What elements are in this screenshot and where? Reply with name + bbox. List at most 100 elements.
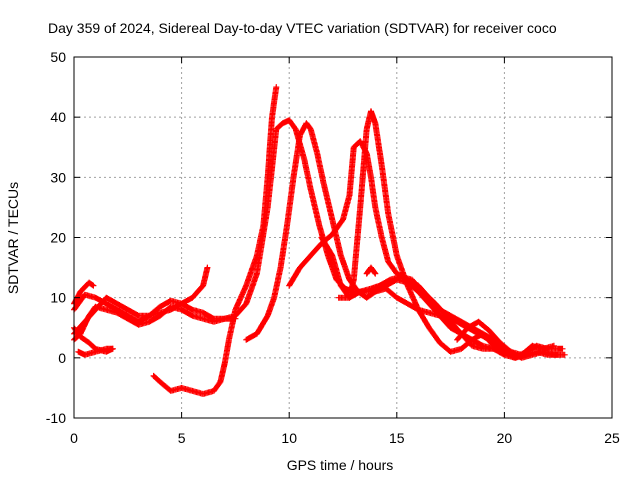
data-point [245, 302, 247, 305]
data-point [159, 314, 161, 317]
data-point [348, 194, 351, 197]
data-point [152, 375, 155, 377]
data-point [206, 266, 209, 269]
data-point [396, 254, 398, 257]
data-point [83, 354, 86, 356]
data-point [127, 308, 129, 311]
y-tick-label: 40 [50, 109, 66, 125]
data-point [286, 224, 288, 227]
data-point [79, 335, 82, 338]
data-point [445, 314, 448, 317]
data-point [266, 176, 269, 179]
data-point [228, 338, 230, 341]
data-point [467, 326, 469, 329]
y-axis-label: SDTVAR / TECUs [5, 182, 21, 294]
data-point [137, 323, 140, 326]
x-tick-label: 15 [389, 430, 405, 446]
data-point [380, 236, 383, 239]
data-point [105, 351, 108, 353]
data-point [256, 254, 258, 257]
data-point [105, 308, 108, 311]
data-point [88, 341, 90, 344]
data-point [396, 296, 398, 299]
data-point [305, 122, 308, 124]
data-point [387, 212, 389, 215]
data-point [387, 260, 389, 263]
data-series-sat-e [243, 120, 497, 352]
data-point [94, 348, 97, 350]
x-axis-label: GPS time / hours [287, 457, 394, 473]
data-point [318, 224, 321, 227]
data-point [223, 363, 226, 365]
data-point [262, 224, 265, 227]
data-point [191, 308, 194, 311]
data-point [202, 284, 204, 287]
data-point [79, 290, 82, 293]
data-point [400, 275, 402, 278]
data-point [370, 287, 372, 290]
data-point [116, 302, 118, 305]
data-point [159, 305, 161, 308]
data-point [417, 308, 420, 311]
data-point [374, 290, 377, 293]
data-point [88, 314, 90, 317]
data-point [213, 390, 215, 392]
data-point [77, 351, 80, 353]
data-point [148, 314, 151, 317]
data-point [370, 176, 372, 179]
data-point [531, 345, 534, 347]
y-tick-label: 10 [50, 290, 66, 306]
data-point [331, 254, 334, 257]
data-point [88, 281, 90, 284]
data-point [92, 284, 95, 287]
data-series-sat-j [454, 318, 557, 358]
data-point [488, 338, 491, 341]
data-point [213, 320, 215, 323]
data-point [359, 290, 362, 293]
data-point [359, 206, 362, 209]
data-point [245, 338, 247, 341]
data-point [561, 348, 564, 350]
data-point [309, 188, 312, 191]
y-tick-label: -10 [46, 410, 66, 426]
data-point [365, 128, 368, 130]
y-tick-label: 50 [50, 49, 66, 65]
x-tick-label: 10 [281, 430, 297, 446]
y-tick-label: 20 [50, 230, 66, 246]
data-point [322, 182, 325, 185]
x-tick-label: 25 [604, 430, 620, 446]
data-points [71, 84, 568, 397]
data-point [256, 272, 258, 275]
data-point [471, 345, 473, 347]
data-point [320, 236, 323, 239]
data-point [94, 296, 97, 299]
data-point [111, 348, 114, 350]
data-point [116, 311, 118, 314]
data-point [180, 302, 183, 305]
data-point [434, 302, 437, 305]
data-point [202, 393, 204, 395]
data-point [266, 314, 269, 317]
data-point [105, 296, 108, 299]
data-point [202, 317, 204, 320]
data-point [417, 290, 420, 293]
data-point [292, 176, 295, 179]
data-series-sat-d [150, 84, 280, 397]
data-point [331, 218, 334, 221]
data-point [127, 317, 129, 320]
data-point [449, 351, 452, 353]
data-point [359, 140, 362, 143]
data-point [245, 284, 247, 287]
data-point [352, 278, 355, 281]
data-point [531, 354, 534, 356]
data-point [406, 302, 409, 305]
data-point [482, 345, 484, 347]
data-point [137, 314, 140, 317]
data-point [428, 302, 430, 305]
data-point [275, 128, 278, 130]
data-point [256, 332, 258, 335]
data-point [411, 278, 413, 281]
data-point [94, 305, 97, 308]
data-point [557, 348, 559, 350]
data-point [488, 329, 491, 332]
